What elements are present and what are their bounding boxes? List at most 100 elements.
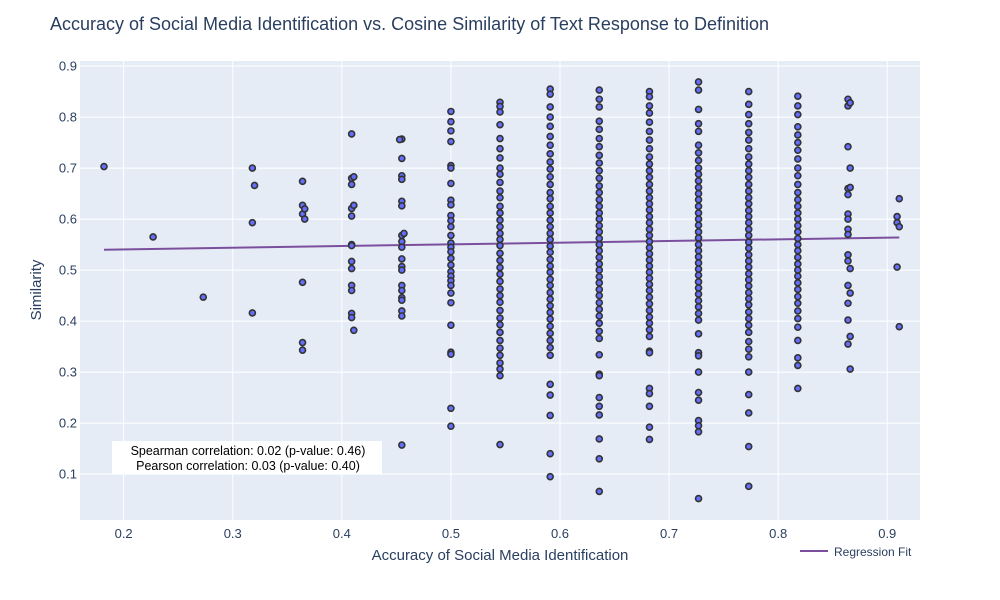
data-point: [794, 195, 802, 204]
data-point: [694, 215, 703, 223]
data-point: [595, 134, 604, 143]
data-point: [300, 215, 309, 223]
data-point: [447, 107, 455, 116]
data-point: [744, 263, 753, 271]
data-point: [595, 195, 604, 204]
pearson-annotation: Pearson correlation: 0.03 (p-value: 0.40…: [136, 459, 360, 473]
data-point: [744, 282, 753, 290]
data-point: [645, 92, 654, 101]
data-point: [496, 229, 504, 238]
data-point: [744, 257, 753, 265]
data-point: [546, 90, 554, 98]
data-point: [546, 235, 554, 244]
data-point: [744, 206, 753, 215]
data-point: [794, 285, 802, 294]
data-point: [794, 209, 802, 217]
data-point: [694, 177, 703, 185]
data-point: [645, 180, 654, 189]
data-point: [546, 248, 554, 257]
data-point: [300, 205, 309, 213]
data-point: [794, 202, 802, 211]
data-point: [447, 321, 455, 329]
data-point: [744, 337, 753, 346]
data-point: [546, 202, 554, 211]
data-point: [447, 289, 455, 297]
data-point: [496, 320, 504, 329]
data-point: [744, 275, 753, 284]
data-point: [846, 183, 854, 192]
data-point: [694, 265, 703, 273]
data-point: [347, 212, 356, 220]
legend[interactable]: Regression Fit: [800, 545, 912, 559]
data-point: [496, 241, 504, 250]
data-point: [744, 144, 753, 153]
data-point: [846, 365, 854, 373]
data-point: [893, 212, 901, 221]
y-axis-title: Similarity: [28, 259, 45, 320]
data-point: [595, 188, 604, 197]
data-point: [546, 222, 554, 231]
data-point: [496, 314, 504, 322]
data-point: [694, 234, 703, 242]
y-tick-label: 0.2: [59, 416, 77, 431]
data-point: [496, 365, 504, 373]
data-point: [744, 352, 753, 361]
data-point: [744, 251, 753, 259]
data-point: [694, 164, 703, 172]
data-point: [595, 240, 604, 249]
data-point: [794, 164, 802, 172]
data-point: [298, 338, 307, 347]
x-tick-label: 0.7: [660, 526, 678, 541]
data-point: [400, 229, 408, 238]
y-tick-label: 0.1: [59, 467, 77, 482]
data-point: [546, 262, 554, 270]
data-point: [595, 117, 604, 125]
data-point: [794, 240, 802, 249]
data-point: [595, 312, 604, 320]
data-point: [694, 309, 703, 318]
data-point: [645, 160, 654, 168]
data-point: [844, 251, 852, 259]
data-point: [595, 319, 604, 327]
data-point: [794, 272, 802, 281]
data-point: [794, 266, 802, 274]
data-point: [645, 293, 654, 301]
x-tick-label: 0.9: [878, 526, 896, 541]
data-point: [496, 336, 504, 345]
data-point: [398, 296, 406, 304]
data-point: [645, 389, 654, 398]
data-point: [595, 260, 604, 268]
data-point: [496, 306, 504, 315]
data-point: [744, 482, 753, 491]
data-point: [496, 263, 504, 272]
data-point: [496, 154, 504, 162]
y-tick-label: 0.7: [59, 161, 77, 176]
spearman-annotation: Spearman correlation: 0.02 (p-value: 0.4…: [131, 444, 366, 458]
data-point: [694, 271, 703, 280]
data-point: [744, 409, 753, 417]
data-point: [595, 371, 604, 380]
data-point: [794, 246, 802, 255]
data-point: [794, 384, 802, 393]
data-point: [794, 279, 802, 287]
data-point: [447, 222, 455, 231]
data-point: [645, 262, 654, 270]
data-point: [496, 170, 504, 179]
data-point: [496, 344, 504, 352]
data-point: [645, 402, 654, 411]
data-point: [546, 141, 554, 149]
data-point: [744, 231, 753, 240]
data-point: [546, 295, 554, 303]
data-point: [546, 255, 554, 264]
data-point: [595, 215, 604, 223]
x-tick-label: 0.2: [115, 526, 133, 541]
data-point: [844, 142, 852, 151]
data-point: [645, 319, 654, 327]
x-tick-label: 0.8: [769, 526, 787, 541]
data-point: [844, 316, 852, 324]
data-point: [744, 110, 753, 119]
data-point: [645, 193, 654, 202]
data-point: [694, 170, 703, 179]
data-point: [595, 253, 604, 262]
data-point: [546, 336, 554, 345]
